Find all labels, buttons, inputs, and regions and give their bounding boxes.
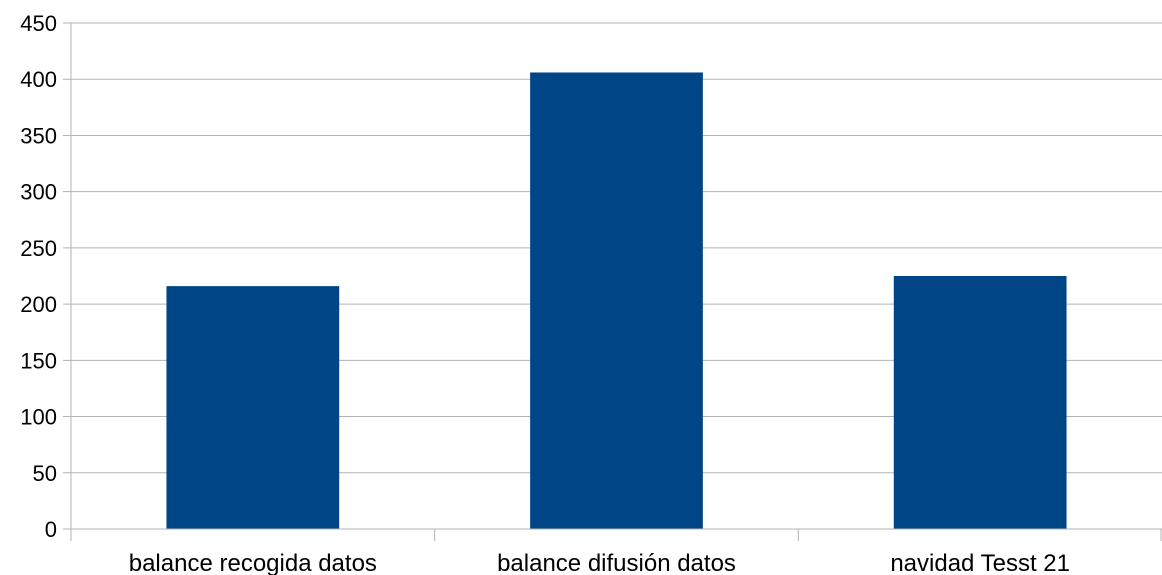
bar xyxy=(530,72,703,529)
y-tick-label: 250 xyxy=(20,236,57,261)
y-tick-label: 0 xyxy=(45,517,57,542)
x-category-label: balance difusión datos xyxy=(497,550,736,575)
bars xyxy=(166,72,1067,529)
x-axis-labels: balance recogida datos balance difusión d… xyxy=(129,550,1070,575)
x-category-label: balance recogida datos xyxy=(129,550,377,575)
y-tick-label: 100 xyxy=(20,405,57,430)
y-tick-label: 350 xyxy=(20,123,57,148)
axes xyxy=(70,23,1162,541)
y-axis-ticks: 0 50 100 150 200 250 300 350 400 450 xyxy=(20,11,57,542)
y-tick-label: 450 xyxy=(20,11,57,36)
y-tick-label: 400 xyxy=(20,67,57,92)
x-category-label: navidad Tesst 21 xyxy=(890,550,1070,575)
bar xyxy=(166,286,340,529)
y-tick-label: 50 xyxy=(33,461,57,486)
y-tick-label: 300 xyxy=(20,180,57,205)
y-tick-label: 200 xyxy=(20,292,57,317)
bar xyxy=(893,276,1067,529)
y-tick-label: 150 xyxy=(20,348,57,373)
